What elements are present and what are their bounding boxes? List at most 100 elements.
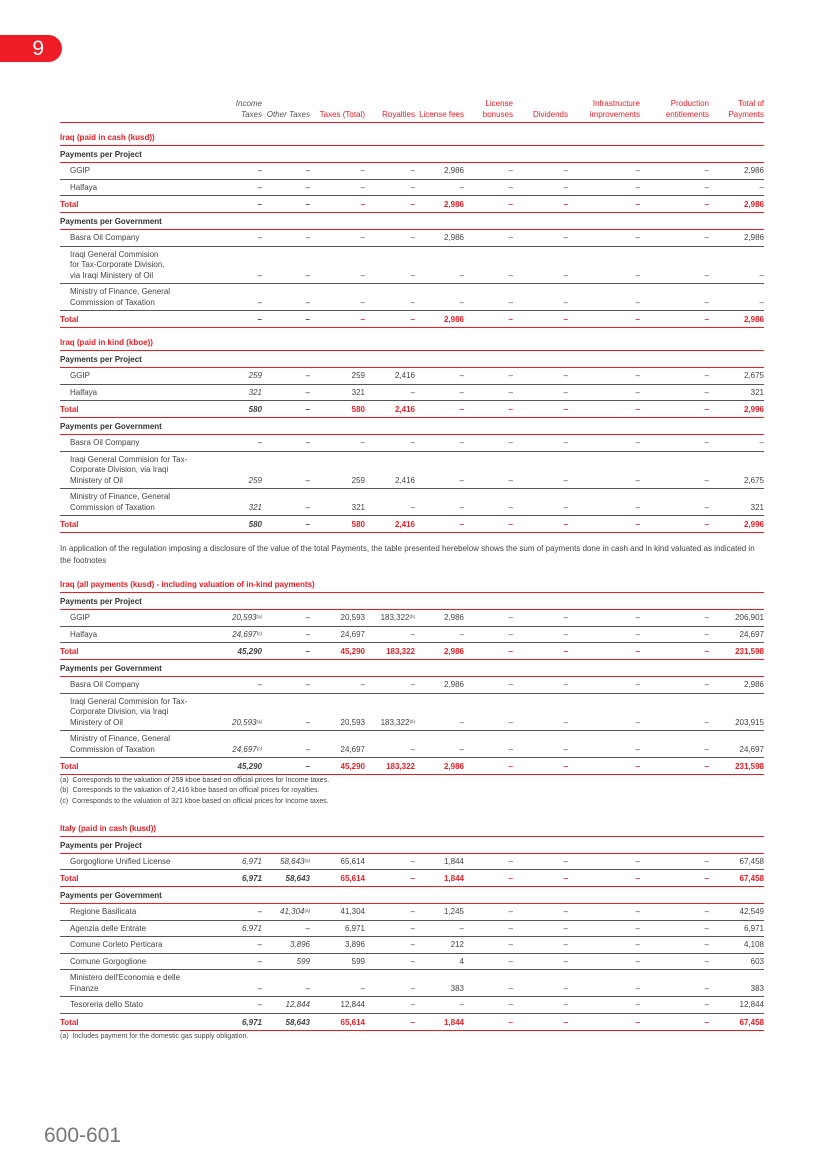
chapter-badge: 9: [0, 35, 62, 62]
cell: 2,416: [365, 451, 415, 489]
cell: –: [513, 310, 568, 328]
column-header: Production entitlements: [640, 98, 709, 123]
cell: –: [640, 953, 709, 971]
column-header: Taxes (Total): [310, 98, 365, 123]
cell: –: [568, 903, 640, 921]
group-header: Payments per Government: [60, 659, 764, 677]
cell: –: [568, 515, 640, 533]
cell: 6,971: [215, 1013, 262, 1031]
cell: 383: [415, 969, 464, 998]
cell: –: [513, 451, 568, 489]
cell: –: [365, 869, 415, 888]
cell: 6,971: [709, 920, 764, 938]
row-label: GGIP: [60, 609, 215, 627]
table-row: Ministero dell'Economia e delle Finanze –…: [60, 969, 764, 998]
row-label: Gorgoglione Unified License: [60, 853, 215, 871]
cell: –: [568, 757, 640, 775]
cell: –: [365, 179, 415, 196]
group-header: Payments per Project: [60, 836, 764, 854]
cell: –: [215, 195, 262, 213]
total-row: Total 580–580 2,416– – – – –2,996: [60, 515, 764, 533]
column-header: Other Taxes: [262, 98, 310, 123]
cell: –: [310, 969, 365, 998]
cell: –: [415, 730, 464, 758]
cell: –: [568, 162, 640, 180]
cell: 41,304: [310, 903, 365, 921]
row-label: Ministry of Finance, General Commission …: [60, 283, 215, 311]
cell: 45,290: [310, 642, 365, 660]
cell: 2,986: [415, 310, 464, 328]
cell: –: [464, 367, 513, 385]
cell: 67,458: [709, 1013, 764, 1031]
cell: 2,986: [709, 229, 764, 247]
cell: –: [568, 434, 640, 452]
table-row: Iraqi General Commision for Tax- Corpora…: [60, 693, 764, 731]
cell: –: [365, 996, 415, 1014]
cell: –: [262, 195, 310, 213]
row-label: Basra Oil Company: [60, 676, 215, 694]
cell: 24,697: [709, 730, 764, 758]
cell: –: [415, 367, 464, 385]
group-label: Payments per Project: [60, 836, 764, 854]
table-row: Iraqi General Commision for Tax- Corpora…: [60, 451, 764, 489]
cell: –: [310, 676, 365, 694]
cell: –: [568, 179, 640, 196]
column-header-text: Production entitlements: [665, 99, 709, 119]
row-label: Ministry of Finance, General Commission …: [60, 730, 215, 758]
cell: –: [310, 310, 365, 328]
cell: –: [262, 676, 310, 694]
cell: –: [415, 384, 464, 401]
cell: –: [262, 162, 310, 180]
cell: –: [310, 162, 365, 180]
cell: –: [464, 757, 513, 775]
cell: 41,304(a): [262, 903, 311, 921]
cell: –: [365, 1013, 415, 1031]
cell: –: [568, 367, 640, 385]
cell: 20,593: [310, 693, 365, 731]
cell: –: [568, 626, 640, 643]
cell: 203,915: [709, 693, 764, 731]
footnote: (b) Corresponds to the valuation of 2,41…: [60, 787, 320, 795]
cell: –: [262, 229, 310, 247]
cell: –: [365, 953, 415, 971]
cell: –: [709, 283, 764, 311]
cell: –: [365, 434, 415, 452]
cell: –: [215, 283, 262, 311]
cell: –: [262, 434, 310, 452]
cell: 206,901: [709, 609, 764, 627]
cell: –: [464, 936, 513, 954]
cell: –: [262, 757, 310, 775]
cell: –: [262, 310, 310, 328]
cell: –: [464, 179, 513, 196]
table-row: Ministry of Finance, General Commission …: [60, 283, 764, 311]
cell: –: [215, 953, 262, 971]
cell: 183,322: [365, 642, 415, 660]
cell: –: [215, 676, 262, 694]
cell: –: [640, 229, 709, 247]
cell: –: [513, 1013, 568, 1031]
cell: –: [513, 609, 568, 627]
cell: –: [464, 953, 513, 971]
cell: 603: [709, 953, 764, 971]
payments-document: Income Taxes Other Taxes Taxes (Total) Roya…: [60, 98, 764, 1059]
footnote-ref: (a): [304, 908, 311, 914]
cell: –: [568, 451, 640, 489]
cell: 2,675: [709, 367, 764, 385]
footnote: (a) Includes payment for the domestic ga…: [60, 1032, 249, 1040]
table-row: Ministry of Finance, General Commission …: [60, 488, 764, 516]
footnote: (c) Corresponds to the valuation of 321 …: [60, 797, 329, 805]
cell: –: [709, 246, 764, 284]
cell: –: [365, 626, 415, 643]
cell: –: [640, 195, 709, 213]
total-label: Total: [60, 869, 215, 888]
cell: –: [640, 996, 709, 1014]
cell-value: 20,593: [232, 613, 257, 622]
cell: 65,614: [310, 1013, 365, 1031]
cell: 58,643: [262, 869, 310, 888]
group-header: Payments per Government: [60, 417, 764, 435]
total-label: Total: [60, 310, 215, 328]
cell: 212: [415, 936, 464, 954]
cell: 259: [310, 451, 365, 489]
cell: –: [513, 195, 568, 213]
row-label: Tesoreria dello Stato: [60, 996, 215, 1014]
